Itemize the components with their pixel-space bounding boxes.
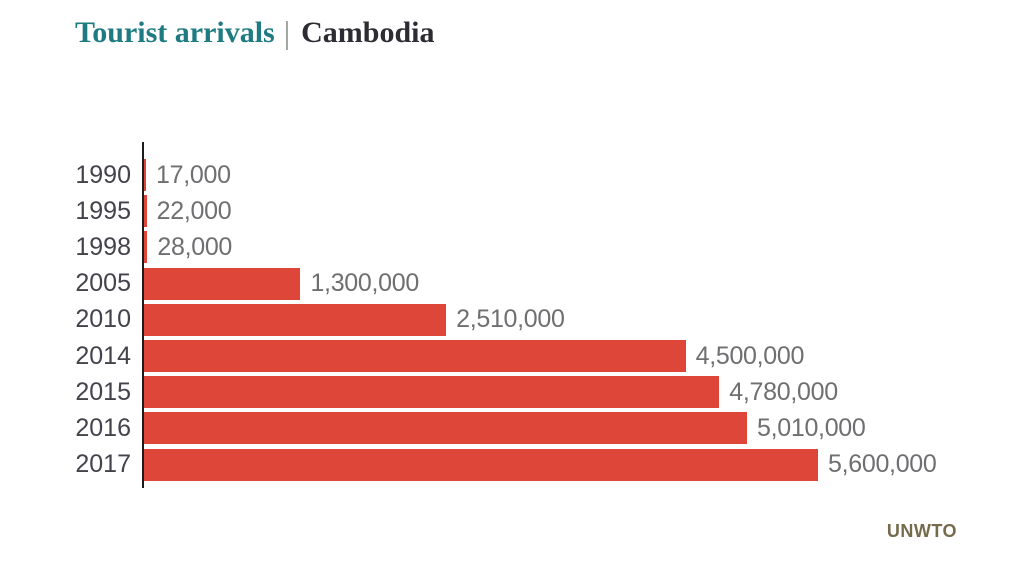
value-label: 2,510,000 (456, 305, 565, 334)
value-label: 28,000 (157, 232, 233, 261)
year-label: 2017 (75, 450, 131, 479)
bar-row: 2017 5,600,000 (60, 447, 1010, 483)
title-separator-bar: | (283, 14, 291, 50)
source-credit: UNWTO (886, 521, 957, 541)
bar-row: 2010 2,510,000 (60, 302, 1010, 338)
y-axis-line (142, 142, 144, 488)
value-label: 5,010,000 (756, 413, 866, 442)
bar-row: 2015 4,780,000 (60, 374, 1010, 410)
bar (144, 267, 301, 300)
year-label: 2016 (75, 413, 131, 442)
year-label: 1998 (75, 232, 131, 261)
bar (144, 195, 147, 228)
value-label: 17,000 (156, 160, 231, 189)
bar (144, 303, 447, 336)
year-label: 2014 (75, 341, 131, 370)
bar (144, 448, 818, 481)
value-label: 5,600,000 (828, 450, 937, 479)
year-label: 1995 (75, 196, 131, 225)
year-label: 2010 (75, 305, 131, 334)
bar (144, 412, 747, 445)
bar-chart-rows: 1990 17,000 1995 22,000 1998 28,000 2005 1,300,… (60, 157, 1010, 483)
value-label: 4,500,000 (695, 341, 805, 370)
page-title: Tourist arrivals | Cambodia (75, 13, 435, 51)
bar (144, 159, 147, 192)
bar-row: 1995 22,000 (60, 193, 1010, 229)
year-label: 1990 (75, 160, 131, 189)
value-label: 22,000 (156, 196, 232, 225)
bar-row: 1990 17,000 (60, 157, 1010, 193)
bar (144, 231, 148, 264)
year-label: 2015 (75, 377, 131, 406)
bar-row: 2016 5,010,000 (60, 410, 1010, 446)
bar-row: 2005 1,300,000 (60, 266, 1010, 302)
value-label: 4,780,000 (729, 377, 838, 406)
bar-row: 1998 28,000 (60, 229, 1010, 265)
chart-title-region: Cambodia (301, 16, 435, 49)
bar (144, 376, 720, 409)
bar (144, 340, 686, 373)
bar-row: 2014 4,500,000 (60, 338, 1010, 374)
year-label: 2005 (75, 269, 131, 298)
value-label: 1,300,000 (310, 269, 419, 298)
chart-title-main: Tourist arrivals (75, 16, 275, 49)
